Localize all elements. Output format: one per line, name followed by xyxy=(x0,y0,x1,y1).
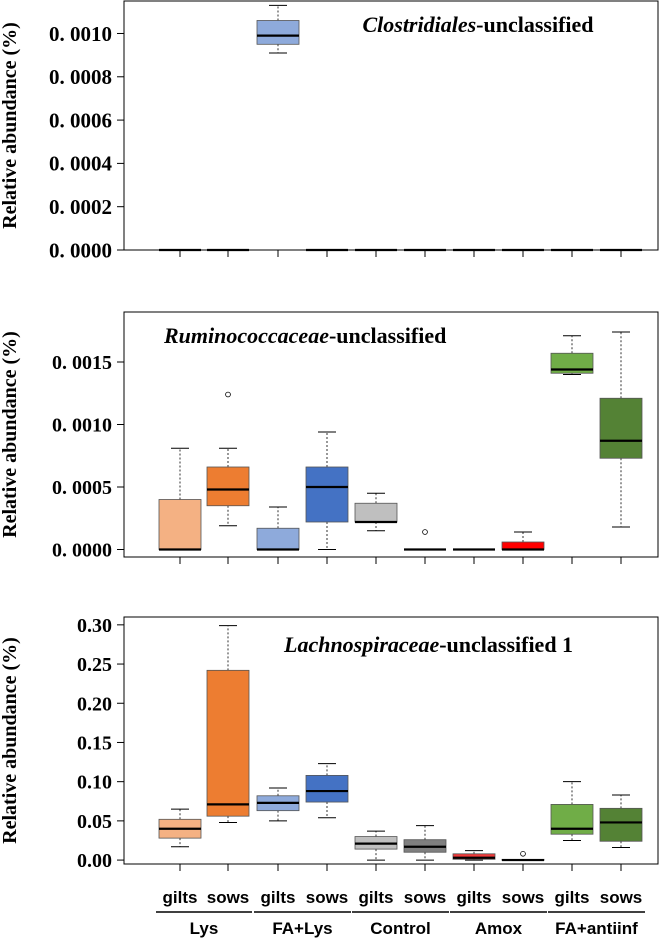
box-control-sows xyxy=(403,825,447,861)
box-lys-sows xyxy=(206,625,250,823)
iqr-box xyxy=(206,466,250,507)
y-tick-label: 0. 0008 xyxy=(49,65,112,89)
box-fa-antiinf-sows xyxy=(599,794,643,849)
chart-panel: 0. 0000 0. 0005 0. 0010 0. 0015 Relative abu… xyxy=(0,311,659,564)
y-tick-label: 0. 0000 xyxy=(52,540,112,562)
box-control-gilts xyxy=(354,830,398,861)
y-tick-label: 0.25 xyxy=(77,654,112,676)
box-fa-lys-gilts xyxy=(256,787,300,822)
iqr-box xyxy=(452,853,496,860)
x-group-label: Amox xyxy=(475,919,523,938)
x-sub-label: sows xyxy=(306,888,349,907)
x-group-label: Control xyxy=(370,919,430,938)
chart-panel: 0.00 0.05 0.10 0.15 0.20 0.25 0.30 Relative abu… xyxy=(0,615,659,872)
box-lys-gilts xyxy=(158,808,202,848)
panel-title-suffix: -unclassified xyxy=(329,323,446,348)
x-sub-label: gilts xyxy=(359,888,394,907)
box-control-sows xyxy=(404,529,446,551)
y-tick-label: 0. 0004 xyxy=(49,152,113,176)
x-sub-label: sows xyxy=(502,888,545,907)
y-tick-label: 0. 0015 xyxy=(52,352,112,374)
panel-title-taxon: Ruminococcaceae xyxy=(163,323,329,348)
plot-frame xyxy=(123,616,659,865)
outlier-point xyxy=(520,851,526,857)
panel-title: Lachnospiraceae-unclassified 1 xyxy=(283,632,573,657)
iqr-box xyxy=(599,397,643,459)
y-tick-label: 0. 0010 xyxy=(52,415,112,437)
iqr-box xyxy=(501,541,545,550)
box-lys-sows xyxy=(206,391,250,527)
x-sub-label: sows xyxy=(404,888,447,907)
box-fa-antiinf-gilts xyxy=(550,335,594,375)
box-control-gilts xyxy=(354,492,398,532)
iqr-box xyxy=(354,502,398,523)
box-amox-sows xyxy=(501,851,545,862)
plot-frame xyxy=(123,311,659,558)
iqr-box xyxy=(158,499,202,550)
outlier-point xyxy=(422,529,428,535)
x-sub-label: gilts xyxy=(163,888,198,907)
iqr-box xyxy=(550,352,594,374)
y-tick-label: 0. 0006 xyxy=(49,108,112,132)
x-group-label: FA+Lys xyxy=(272,919,332,938)
x-sub-label: gilts xyxy=(457,888,492,907)
box-fa-lys-gilts xyxy=(256,506,300,551)
x-group-label: FA+antiinf xyxy=(555,919,638,938)
box-fa-antiinf-sows xyxy=(599,331,643,528)
y-tick-label: 0.15 xyxy=(77,732,112,754)
panel-title-suffix: -unclassified 1 xyxy=(439,632,573,657)
box-amox-gilts xyxy=(452,850,496,861)
box-fa-lys-gilts xyxy=(256,4,300,54)
y-tick-label: 0.10 xyxy=(77,772,112,794)
y-tick-label: 0. 0005 xyxy=(52,477,112,499)
chart-panel: 0. 0000 0. 0002 0. 0004 0. 0006 0. 0008 0. 00… xyxy=(0,0,659,262)
y-tick-label: 0. 0010 xyxy=(49,22,112,46)
iqr-box xyxy=(206,669,250,817)
box-lys-gilts xyxy=(158,447,202,551)
x-axis-categories: gilts sows gilts sows gilts sows gilts sows gilt… xyxy=(156,888,645,938)
panel-title: Clostridiales-unclassified xyxy=(362,12,593,37)
y-tick-label: 0. 0002 xyxy=(49,195,112,219)
iqr-box xyxy=(305,466,349,523)
x-group-label: Lys xyxy=(190,919,219,938)
box-fa-lys-sows xyxy=(305,431,349,550)
y-tick-label: 0.30 xyxy=(77,615,112,637)
y-axis-label: Relative abundance (%) xyxy=(0,331,21,538)
y-tick-label: 0.00 xyxy=(77,850,112,872)
panel-title: Ruminococcaceae-unclassified xyxy=(163,323,446,348)
y-tick-label: 0.05 xyxy=(77,811,112,833)
y-axis-label: Relative abundance (%) xyxy=(0,22,21,229)
panel-title-taxon: Clostridiales xyxy=(362,12,476,37)
panel-title-taxon: Lachnospiraceae xyxy=(283,632,439,657)
iqr-box xyxy=(305,774,349,803)
box-fa-antiinf-gilts xyxy=(550,781,594,841)
box-fa-lys-sows xyxy=(305,763,349,819)
outlier-point xyxy=(225,391,231,398)
iqr-box xyxy=(599,807,643,842)
box-amox-sows xyxy=(501,531,545,551)
y-tick-label: 0.20 xyxy=(77,693,112,715)
x-sub-label: sows xyxy=(207,888,250,907)
panel-title-suffix: -unclassified xyxy=(476,12,593,37)
iqr-box xyxy=(256,20,300,45)
y-axis-label: Relative abundance (%) xyxy=(0,637,21,844)
y-tick-label: 0. 0000 xyxy=(49,238,112,262)
x-sub-label: gilts xyxy=(555,888,590,907)
x-sub-label: sows xyxy=(600,888,643,907)
x-sub-label: gilts xyxy=(261,888,296,907)
iqr-box xyxy=(256,527,300,550)
plot-frame xyxy=(123,0,659,251)
